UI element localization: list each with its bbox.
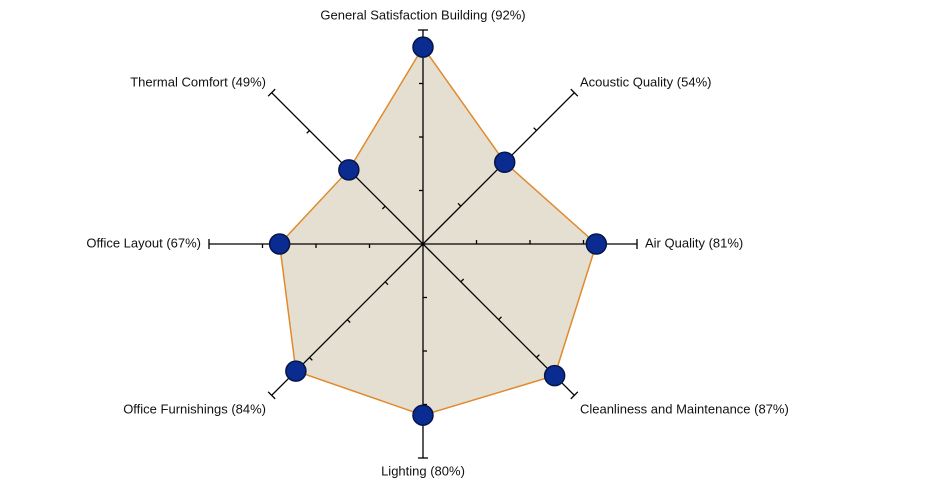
data-point [493,151,516,174]
tick-mark [306,130,310,134]
data-point [268,233,291,255]
data-point [285,360,307,382]
tick-mark [267,88,276,97]
axis-label: Lighting (80%) [381,463,465,478]
radar-area [278,45,598,416]
axis-label: Thermal Comfort (49%) [130,74,266,89]
axis-label: Cleanliness and Maintenance (87%) [580,401,789,416]
data-point [543,364,566,387]
tick-mark [533,127,537,131]
axis-label: General Satisfaction Building (92%) [320,7,525,22]
data-point [585,233,608,255]
tick-mark [309,357,313,361]
axis-label: Air Quality (81%) [645,235,743,250]
data-point [412,404,434,426]
tick-mark [570,391,579,400]
tick-mark [570,88,579,97]
tick-mark [460,278,465,283]
data-point [412,36,434,58]
axis-label: Office Furnishings (84%) [123,401,266,416]
tick-mark [384,281,389,286]
tick-mark [536,354,540,358]
tick-mark [498,316,502,321]
tick-mark [267,391,276,400]
tick-mark [346,319,351,323]
tick-mark [457,202,462,207]
tick-mark [381,205,386,210]
axis-label: Office Layout (67%) [86,235,201,250]
data-point [338,159,360,181]
axis-label: Acoustic Quality (54%) [580,74,712,89]
